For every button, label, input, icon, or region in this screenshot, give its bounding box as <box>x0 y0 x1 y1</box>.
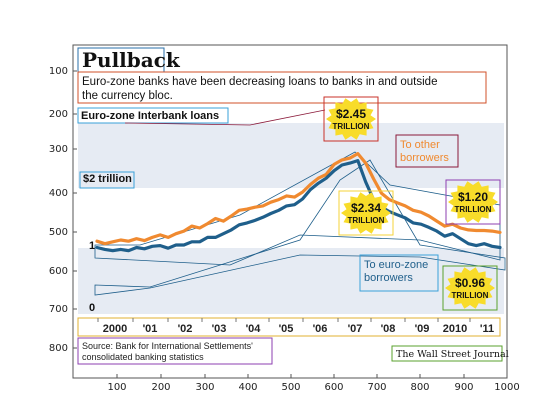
year-label: '06 <box>313 323 328 335</box>
callout-burst <box>448 181 498 223</box>
series-label-euro-line: To euro-zone <box>364 259 428 271</box>
y-tick-label: 500 <box>49 227 68 238</box>
callout-value: $0.96 <box>455 276 485 290</box>
callout-leader <box>124 109 326 126</box>
label-box-euro <box>359 254 439 292</box>
year-label: '01 <box>143 323 158 335</box>
year-label: '07 <box>348 323 363 335</box>
source-box <box>77 337 273 365</box>
callout-unit: TRILLION <box>333 122 370 131</box>
callout-frame <box>323 96 379 142</box>
callout-burst <box>341 192 391 234</box>
y-tick-label: 300 <box>49 144 68 155</box>
x-tick-label: 900 <box>454 382 473 393</box>
x-tick-label: 300 <box>195 382 214 393</box>
callout-unit: TRILLION <box>452 291 489 300</box>
subtitle-line: the currency bloc. <box>82 90 173 102</box>
x-tick-label: 100 <box>107 382 126 393</box>
source-line: consolidated banking statistics <box>82 352 204 362</box>
svg-text:To other borrowers: To other borrowers <box>400 139 449 164</box>
y-tick-label: 100 <box>49 66 68 77</box>
year-label: '11 <box>480 323 494 335</box>
x-tick-label: 200 <box>151 382 170 393</box>
band-upper <box>78 123 504 188</box>
year-label: '02 <box>178 323 193 335</box>
label-box-other <box>395 134 459 168</box>
source-line: Source: Bank for International Settlemen… <box>82 341 253 351</box>
year-label: '05 <box>279 323 294 335</box>
section-label: Euro-zone Interbank loans <box>81 110 219 122</box>
credit: The Wall Street Journal <box>396 349 509 360</box>
subtitle-box <box>77 71 487 104</box>
series-line-other <box>95 152 502 246</box>
x-tick-label: 800 <box>410 382 429 393</box>
y-tick-label: 200 <box>49 109 68 120</box>
year-label: '09 <box>415 323 430 335</box>
y-tick-label: 700 <box>49 304 68 315</box>
callout-value: $2.34 <box>351 201 381 215</box>
year-label: 2010 <box>443 323 467 335</box>
callout-burst <box>445 267 495 309</box>
callout-value: $1.20 <box>458 190 488 204</box>
callout-unit: TRILLION <box>348 216 385 225</box>
x-tick-label: 700 <box>367 382 386 393</box>
y-tick-label: 400 <box>49 188 68 199</box>
plot-area <box>72 44 508 379</box>
callout-frame <box>442 265 498 311</box>
callout-frame <box>338 190 394 236</box>
series-line-euro <box>95 159 502 253</box>
callout-burst <box>326 98 376 140</box>
band-lower <box>78 248 504 314</box>
subtitle-line: Euro-zone banks have been decreasing loa… <box>82 76 437 88</box>
y-tick-label: 600 <box>49 266 68 277</box>
svg-text:Euro-zone banks have been decr: Euro-zone banks have been decreasing loa… <box>82 76 441 102</box>
x-tick-label: 500 <box>281 382 300 393</box>
chart-title: Pullback <box>82 48 181 72</box>
value-label: 1 <box>89 240 95 252</box>
y-tick-label: 800 <box>49 343 68 354</box>
x-tick-label: 600 <box>324 382 343 393</box>
callout-unit: TRILLION <box>455 205 492 214</box>
credit-box <box>391 345 503 362</box>
svg-text:To euro-zone borrowers: To euro-zone borrowers <box>364 259 431 284</box>
envelope-lower <box>94 159 506 296</box>
year-axis-box <box>77 317 501 337</box>
series-label-other-line: To other <box>400 139 440 151</box>
year-label: '08 <box>381 323 396 335</box>
year-label: '03 <box>212 323 227 335</box>
callout-frame <box>445 179 501 225</box>
series-label-euro-line: borrowers <box>364 272 413 284</box>
svg-text:Source: Bank for International: Source: Bank for International Settlemen… <box>82 341 255 362</box>
series-label-other-line: borrowers <box>400 152 449 164</box>
x-tick-label: 1000 <box>494 382 519 393</box>
year-label: 2000 <box>103 323 127 335</box>
year-label: '04 <box>246 323 262 335</box>
value-label-box <box>79 171 135 189</box>
x-tick-label: 400 <box>238 382 257 393</box>
value-label: $2 trillion <box>83 173 132 185</box>
callout-value: $2.45 <box>336 107 366 121</box>
value-label: 0 <box>89 302 95 314</box>
section-label-box <box>77 107 229 124</box>
